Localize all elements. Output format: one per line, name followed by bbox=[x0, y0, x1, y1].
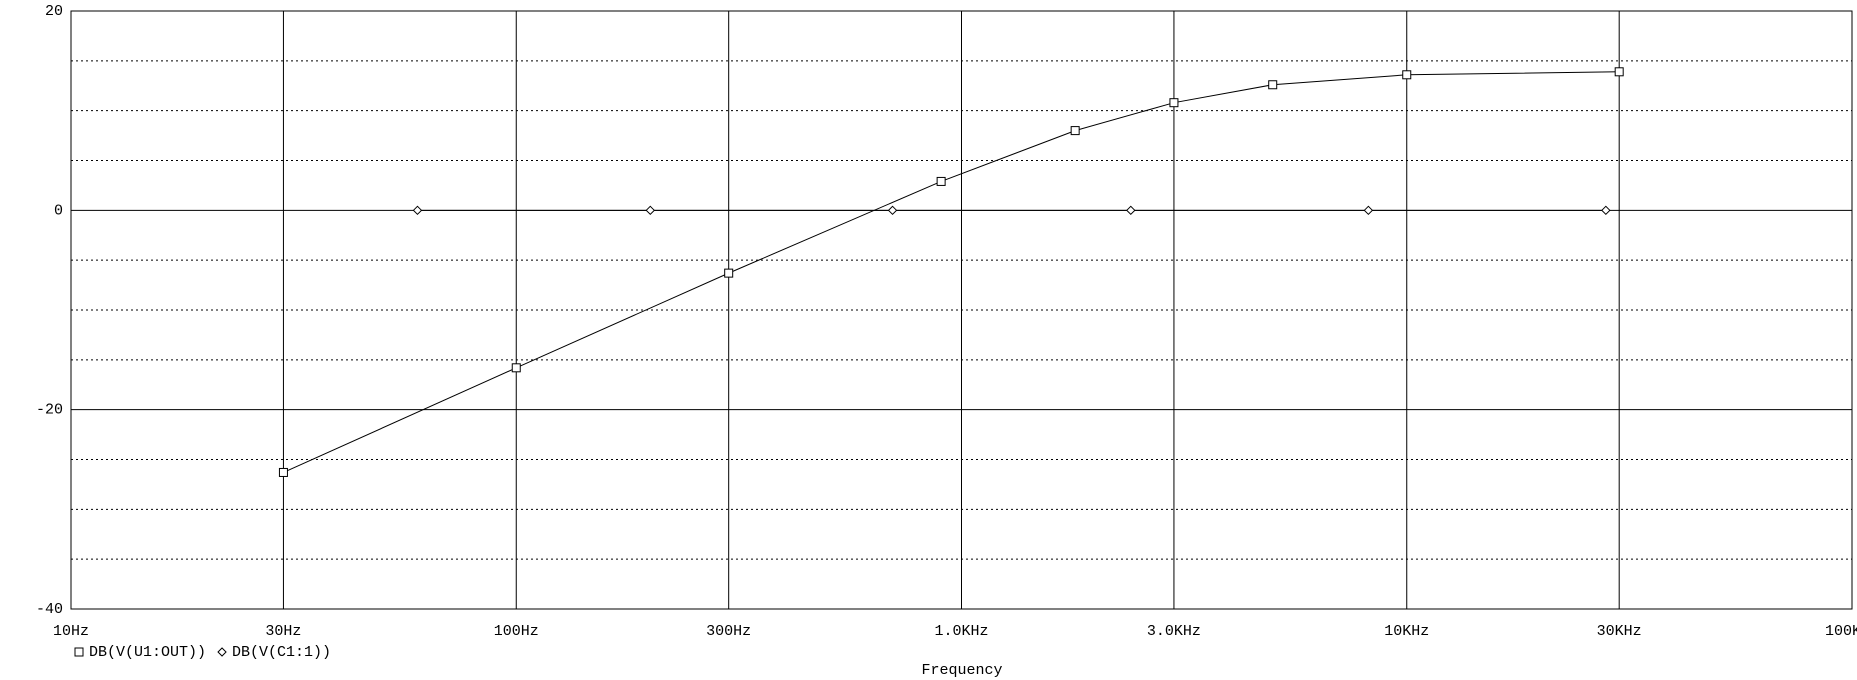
marker bbox=[1601, 205, 1611, 216]
marker bbox=[1402, 70, 1412, 80]
x-tick-label: 10KHz bbox=[1384, 623, 1429, 640]
x-tick-label: 300Hz bbox=[706, 623, 751, 640]
x-tick-label: 1.0KHz bbox=[934, 623, 988, 640]
y-tick-label: 0 bbox=[54, 202, 63, 219]
marker bbox=[1126, 205, 1136, 216]
marker bbox=[278, 467, 288, 477]
plot-frame bbox=[70, 10, 1853, 610]
marker bbox=[1614, 67, 1624, 77]
y-tick-label: 20 bbox=[45, 3, 63, 20]
marker bbox=[1070, 126, 1080, 136]
marker bbox=[1268, 80, 1278, 90]
marker bbox=[645, 205, 655, 216]
marker bbox=[887, 205, 898, 216]
marker bbox=[1169, 98, 1179, 108]
x-tick-label: 10Hz bbox=[53, 623, 89, 640]
x-tick-label: 100Hz bbox=[494, 623, 539, 640]
marker bbox=[511, 363, 521, 373]
marker bbox=[412, 205, 423, 216]
x-tick-label: 30Hz bbox=[265, 623, 301, 640]
legend-label: DB(V(C1:1)) bbox=[232, 644, 331, 661]
x-tick-label: 30KHz bbox=[1597, 623, 1642, 640]
legend-symbol bbox=[74, 647, 84, 657]
y-tick-label: -20 bbox=[36, 402, 63, 419]
legend-label: DB(V(U1:OUT)) bbox=[89, 644, 206, 661]
y-tick-label: -40 bbox=[36, 601, 63, 618]
marker bbox=[1363, 205, 1374, 216]
x-axis-label: Frequency bbox=[921, 662, 1002, 679]
legend-symbol bbox=[217, 647, 227, 657]
series-line bbox=[283, 71, 1620, 473]
marker bbox=[724, 268, 734, 278]
x-tick-label: 3.0KHz bbox=[1147, 623, 1201, 640]
marker bbox=[936, 176, 946, 186]
x-tick-label: 100KHz bbox=[1825, 623, 1857, 640]
